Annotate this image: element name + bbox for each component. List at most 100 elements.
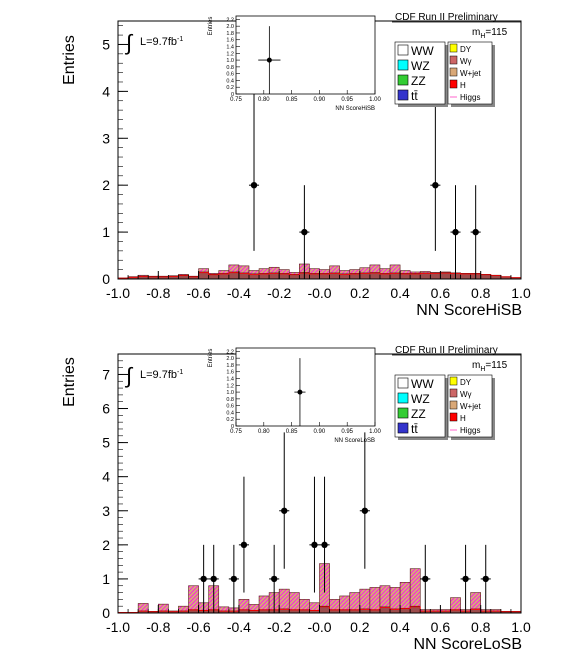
inset-y-tick-label: 1.2 [226,51,234,57]
x-tick-label: -0.6 [187,619,211,635]
inset-x-tick-label: 0.85 [286,429,298,435]
mc-bin-uncertainty [248,604,260,613]
mc-bin-uncertainty [178,606,189,613]
integral-icon: ∫ [124,30,134,55]
x-tick-label: -1.0 [106,285,130,301]
data-point [462,575,469,583]
x-tick-label: 1.0 [511,285,531,301]
integral-icon: ∫ [124,363,134,388]
inset-y-label: Entries [208,349,214,368]
preliminary-label: CDF Run II Preliminary [395,345,498,356]
x-axis-label: NN ScoreHiSB [416,302,522,319]
histogram-area [117,91,522,280]
inset-y-tick-label: 0.6 [226,72,234,78]
y-tick-labels: 0 1 2 3 4 5 6 7 [102,360,128,621]
mc-bin-uncertainty [410,568,421,613]
data-point [200,575,207,583]
inset-y-tick-label: 2.0 [226,356,234,362]
mc-bin-uncertainty [390,264,401,279]
mc-bin-uncertainty [390,587,401,613]
inset-x-label: NN ScoreLoSB [334,438,375,444]
data-point [482,575,489,583]
inset-x-tick-label: 0.80 [258,429,270,435]
inset-x-tick-label: 0.95 [341,97,353,103]
inset-y-tick-label: 0.8 [226,397,234,403]
mc-bin-uncertainty [329,599,340,613]
x-tick-label: 0.2 [350,619,370,635]
y-tick-label: 0 [102,605,110,621]
mass-label: mH=115 [472,360,508,373]
legend-swatch [397,407,409,419]
data-point [240,541,248,549]
y-tick-label: 0 [102,271,110,287]
inset-x-label: NN ScoreHiSB [335,106,375,112]
preliminary-label: CDF Run II Preliminary [395,12,498,23]
mc-bin-uncertainty [450,597,461,613]
legend-label: H [460,414,466,423]
legend-label: tt̄ [411,422,418,436]
x-tick-label: 0.4 [390,619,410,635]
legend-label: DY [460,45,472,54]
legend-label: W+jet [460,402,481,411]
mc-bin-uncertainty [470,592,481,613]
y-tick-label: 5 [102,435,110,451]
inset-y-tick-label: 0.2 [226,417,234,423]
y-axis-label: Entries [61,35,78,85]
legend-label: Wγ [460,390,472,399]
inset-y-tick-label: 0.4 [226,410,234,416]
legend-label: DY [460,378,472,387]
y-axis-label: Entries [61,357,78,407]
mc-bin-uncertainty [349,592,360,613]
y-tick-label: 3 [102,130,110,146]
data-point [422,575,429,583]
legend-swatch [449,55,458,65]
inset-data-point [266,57,272,63]
x-tick-label: -0.8 [146,619,170,635]
data-point [361,507,369,514]
x-tick-label: -1.0 [106,619,130,635]
x-tick-label: 0.8 [471,619,491,635]
y-tick-label: 3 [102,503,110,519]
mc-bin-uncertainty [359,589,370,613]
data-point [311,541,318,549]
lumi-label: ∫ L=9.7fb-1 [124,363,183,388]
y-tick-label: 2 [102,537,110,553]
data-point [301,228,308,236]
mc-bin-uncertainty [400,582,411,613]
mc-bin-uncertainty [138,603,149,613]
inset-y-tick-label: 2.2 [226,17,234,23]
x-tick-label: 1.0 [511,619,531,635]
legend-swatch [397,74,409,86]
legend-label: W+jet [460,69,481,78]
data-point [270,575,278,583]
mc-bin-uncertainty [188,585,199,613]
x-tick-label: 0.6 [431,619,451,635]
x-axis-label: NN ScoreLoSB [414,636,523,653]
legend-swatch [397,59,409,71]
legend-swatch [449,43,458,53]
x-tick-label: -0.2 [267,285,291,301]
y-tick-label: 6 [102,401,110,417]
inset-y-tick-label: 1.8 [226,31,234,37]
mc-bin-uncertainty [379,585,391,613]
inset-x-tick-label: 0.90 [314,97,326,103]
inset-y-tick-label: 1.0 [226,390,234,396]
inset-y-tick-label: 1.0 [226,58,234,64]
inset-y-tick-label: 1.2 [226,383,234,389]
mc-bin-uncertainty [238,265,249,279]
legend-label: Higgs [460,426,480,435]
inset-y-tick-label: 0 [231,92,234,98]
lumi-text: L=9.7fb-1 [140,36,183,48]
mc-bin-uncertainty [339,595,350,613]
x-tick-label: 0.4 [390,285,410,301]
legend-swatch [397,392,409,404]
x-tick-labels: -1.0 -0.8 -0.6 -0.4 -0.2 -0.0 0.2 0.4 0.6 0.8 1.0 [106,271,531,301]
inset-y-tick-label: 1.8 [226,363,234,369]
mc-bin-uncertainty [309,602,320,613]
y-tick-label: 2 [102,177,110,193]
x-tick-label: 0.6 [431,285,451,301]
legend-label: tt̄ [411,89,418,103]
legend-swatch [397,377,409,389]
x-tick-label: -0.8 [146,285,170,301]
